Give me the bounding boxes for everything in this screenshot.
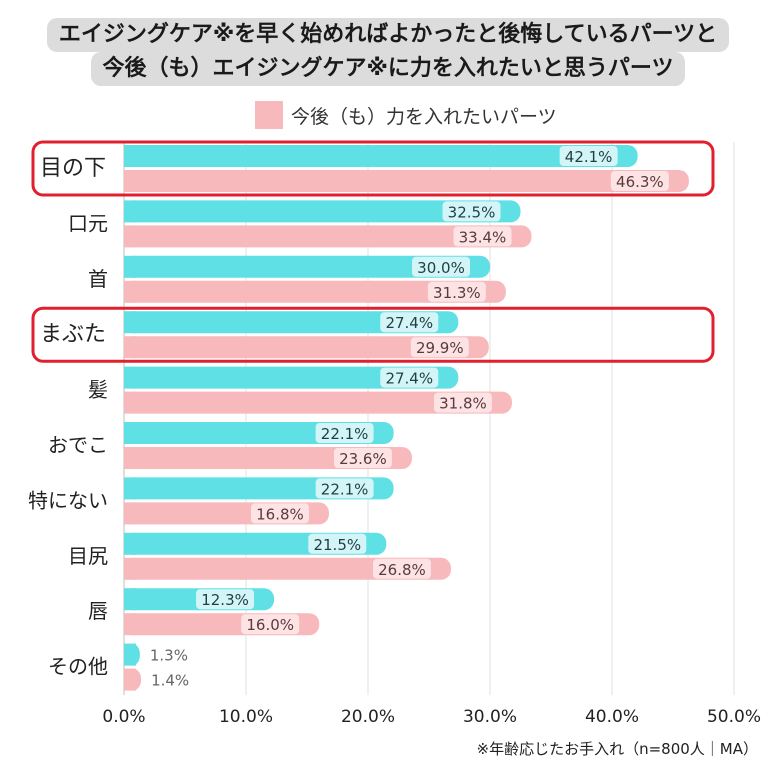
bar: [124, 225, 532, 248]
bar: [124, 311, 459, 334]
category-label: まぶた: [40, 322, 106, 347]
category-label: 唇: [88, 599, 108, 623]
data-label-bg: [372, 558, 431, 579]
data-label: 16.8%: [256, 505, 304, 523]
data-label-bg: [412, 256, 470, 277]
bar: [124, 145, 638, 167]
bar: [124, 391, 512, 414]
bar-square-end: [124, 255, 136, 278]
highlight-box: [31, 140, 715, 197]
bar-square-end: [124, 613, 136, 636]
data-label: 26.8%: [378, 561, 426, 579]
data-label: 30.0%: [417, 259, 465, 277]
data-label-bg: [196, 589, 255, 610]
data-label: 33.4%: [459, 228, 507, 246]
category-label: 特にない: [28, 488, 108, 512]
data-label: 29.9%: [416, 339, 464, 357]
data-label: 12.3%: [201, 591, 249, 609]
chart-footnote: ※年齢応じたお手入れ（n=800人｜MA）: [476, 740, 758, 758]
bar-square-end: [124, 311, 136, 334]
data-label-bg: [442, 201, 501, 222]
data-label-bg: [315, 423, 374, 443]
data-label-bg: [410, 337, 469, 358]
bar: [124, 255, 490, 278]
bar-square-end: [124, 225, 136, 248]
data-label-bg: [610, 171, 669, 191]
bar-square-end: [124, 366, 136, 389]
bar: [124, 170, 689, 192]
data-label-bg: [559, 146, 618, 166]
bar-square-end: [124, 280, 136, 303]
bar-square-end: [124, 668, 136, 691]
x-tick-label: 20.0%: [341, 707, 395, 727]
data-label: 32.5%: [448, 203, 496, 221]
data-label-bg: [433, 392, 492, 413]
data-label: 46.3%: [616, 173, 664, 191]
data-label-bg: [427, 281, 486, 302]
legend-label: 今後（も）力を入れたいパーツ: [291, 105, 557, 128]
data-label: 22.1%: [321, 425, 369, 443]
bar-square-end: [124, 447, 136, 469]
chart-legend: 今後（も）力を入れたいパーツ: [255, 100, 557, 130]
data-label-bg: [315, 478, 374, 499]
category-label: その他: [48, 655, 108, 679]
category-label: 目の下: [40, 156, 106, 181]
data-label-bg: [380, 367, 439, 388]
bar: [124, 557, 451, 580]
bar-square-end: [124, 502, 136, 525]
category-label: 髪: [88, 378, 108, 402]
category-label: おでこ: [48, 433, 108, 457]
bar: [124, 366, 459, 389]
data-label-bg: [333, 448, 392, 468]
data-label-bg: [380, 312, 439, 333]
bar: [124, 280, 506, 303]
x-tick-label: 30.0%: [463, 707, 517, 727]
x-tick-label: 40.0%: [585, 707, 639, 727]
category-label: 口元: [68, 211, 108, 235]
data-label-bg: [241, 614, 300, 635]
data-label: 1.4%: [151, 672, 189, 690]
data-label: 31.3%: [433, 284, 481, 302]
category-label: 目尻: [68, 544, 108, 568]
data-label: 21.5%: [313, 536, 361, 554]
bar-square-end: [124, 200, 136, 223]
x-tick-label: 0.0%: [102, 707, 145, 727]
data-label: 23.6%: [339, 450, 387, 468]
data-label: 27.4%: [385, 314, 433, 332]
bar-square-end: [124, 643, 136, 666]
bar: [124, 336, 489, 359]
bar-square-end: [124, 170, 136, 192]
bar-square-end: [124, 557, 136, 580]
data-label-bg: [453, 226, 512, 247]
bar-square-end: [124, 391, 136, 414]
data-label: 16.0%: [246, 616, 294, 634]
data-label-bg: [250, 503, 309, 524]
data-label: 22.1%: [321, 480, 369, 498]
data-label: 42.1%: [565, 148, 613, 166]
data-label: 27.4%: [385, 370, 433, 388]
bar-square-end: [124, 532, 136, 555]
highlight-box: [31, 306, 715, 363]
chart-title-line-2: 今後（も）エイジングケア※に力を入れたいと思うパーツ: [0, 52, 776, 86]
bar-square-end: [124, 477, 136, 500]
chart-title-line-1: エイジングケア※を早く始めればよかったと後悔しているパーツと: [0, 18, 776, 52]
category-label: 首: [88, 267, 108, 291]
bar-square-end: [124, 422, 136, 444]
legend-swatch: [255, 101, 283, 129]
x-tick-label: 50.0%: [707, 707, 761, 727]
bar-square-end: [124, 588, 136, 611]
bar-square-end: [124, 145, 136, 167]
x-tick-label: 10.0%: [219, 707, 273, 727]
data-label-bg: [308, 533, 367, 554]
bar-square-end: [124, 336, 136, 359]
data-label: 31.8%: [439, 395, 487, 413]
bar: [124, 200, 521, 223]
data-label: 1.3%: [150, 647, 188, 665]
